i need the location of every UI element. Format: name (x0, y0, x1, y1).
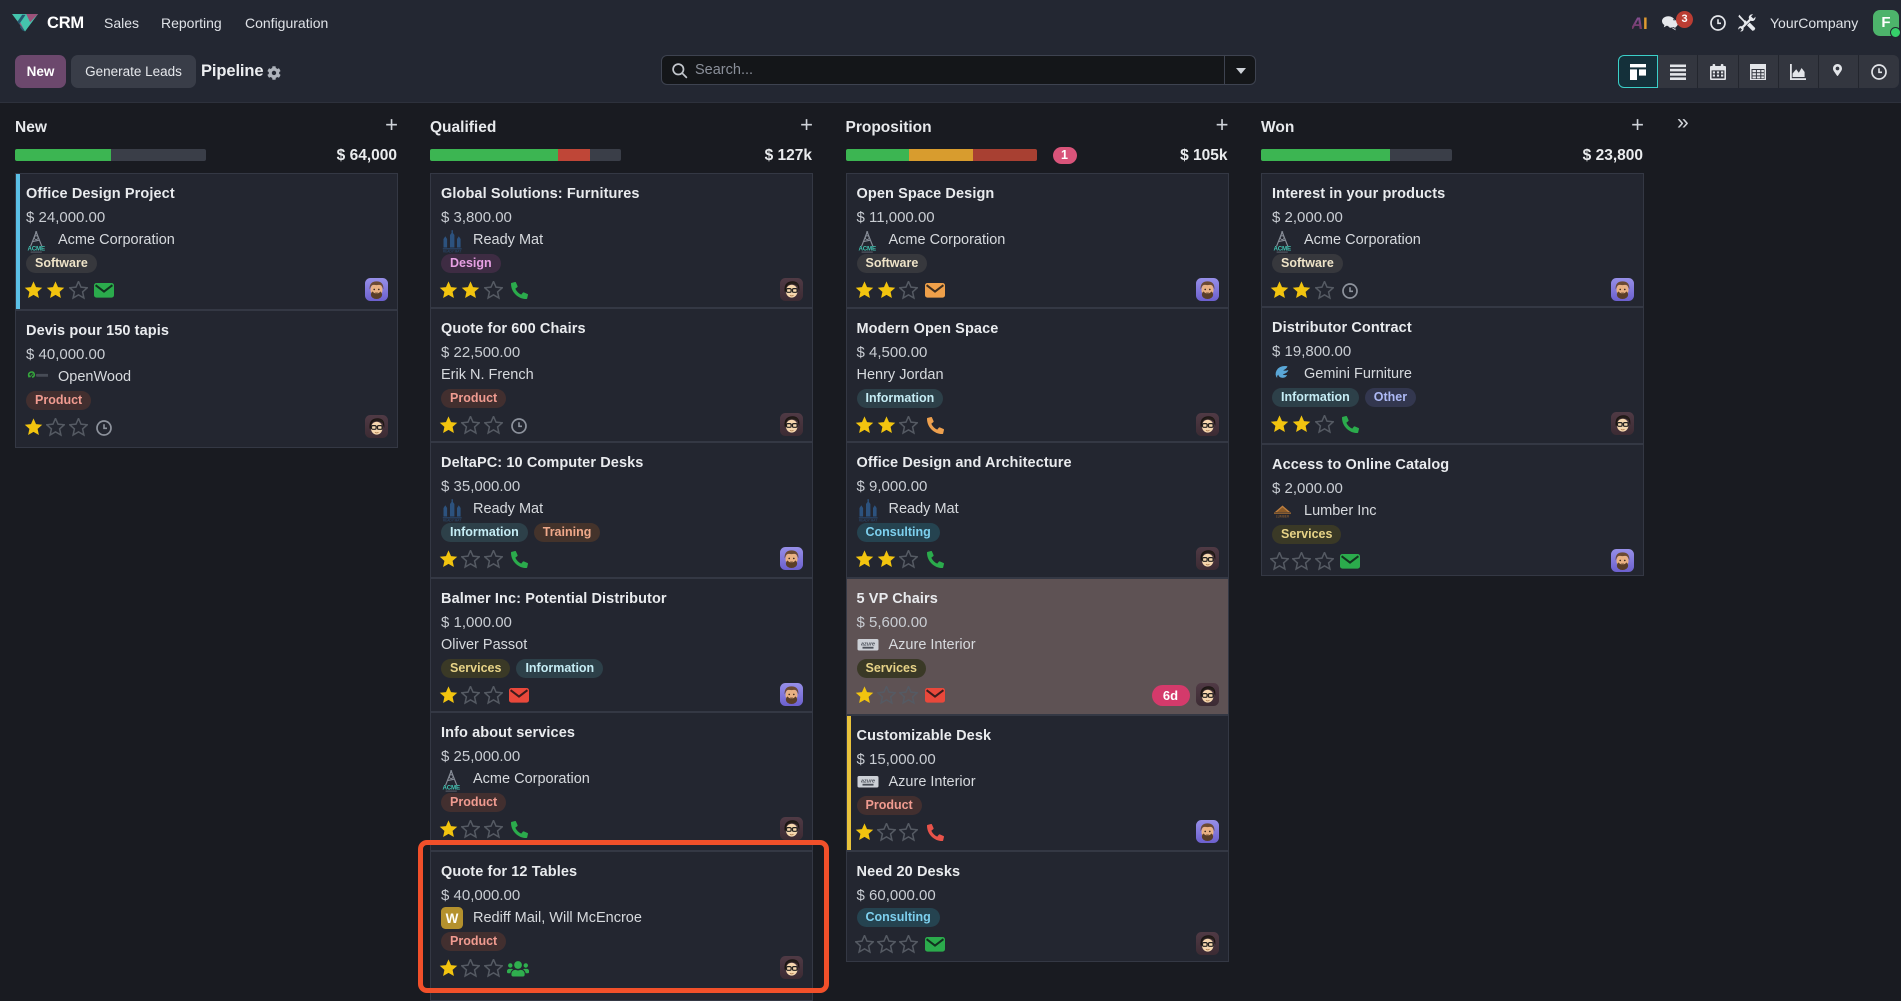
svg-text:I: I (1643, 14, 1648, 32)
svg-text:A: A (1632, 14, 1643, 32)
